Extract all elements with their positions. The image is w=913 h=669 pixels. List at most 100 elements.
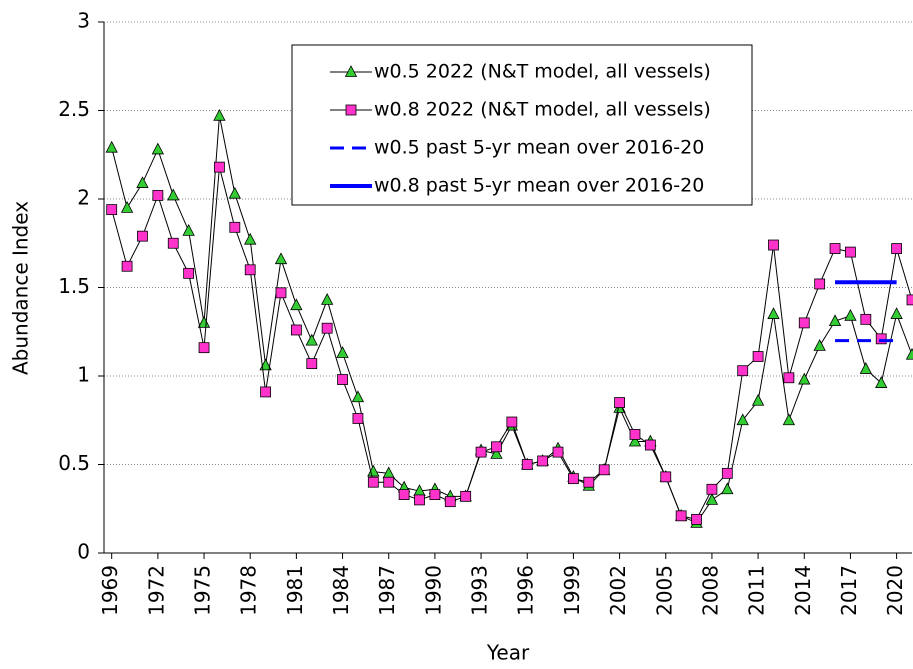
- marker: [598, 464, 610, 476]
- marker: [244, 264, 256, 276]
- marker: [768, 239, 779, 251]
- marker: [321, 322, 333, 334]
- marker: [121, 260, 133, 272]
- marker: [844, 308, 857, 321]
- x-tick-label: 1987: [375, 565, 399, 616]
- marker: [321, 293, 334, 305]
- marker: [706, 483, 718, 495]
- marker: [859, 362, 872, 374]
- legend: w0.5 2022 (N&T model, all vessels) w0.8 2…: [291, 44, 753, 206]
- marker: [891, 243, 903, 254]
- marker: [398, 489, 410, 500]
- x-tick-label: 2002: [606, 565, 630, 616]
- marker: [290, 324, 302, 336]
- marker: [782, 413, 796, 426]
- marker: [290, 298, 303, 311]
- marker: [106, 204, 118, 216]
- marker: [628, 434, 642, 447]
- marker: [814, 278, 826, 290]
- y-tick-label: 2.5: [58, 97, 90, 121]
- x-tick-label: 2017: [837, 565, 861, 616]
- marker: [906, 294, 913, 306]
- marker: [813, 339, 826, 351]
- y-tick-label: 0.5: [58, 451, 90, 475]
- marker: [751, 393, 765, 406]
- y-tick-label: 2: [77, 186, 90, 210]
- marker: [721, 467, 733, 479]
- marker: [875, 333, 887, 345]
- marker: [429, 489, 441, 500]
- marker: [521, 459, 533, 470]
- x-tick-label: 1999: [560, 565, 584, 616]
- marker: [244, 232, 257, 245]
- marker: [274, 252, 288, 265]
- marker: [475, 446, 487, 458]
- marker: [167, 237, 179, 249]
- x-tick-label: 2020: [883, 565, 907, 616]
- legend-marker: [344, 65, 358, 77]
- marker: [337, 374, 348, 385]
- marker: [151, 142, 165, 155]
- x-tick-label: 1996: [514, 565, 538, 616]
- marker: [214, 161, 225, 173]
- marker: [828, 314, 842, 327]
- marker: [229, 221, 241, 233]
- x-tick-label: 1972: [144, 565, 168, 616]
- marker: [444, 496, 456, 508]
- marker: [352, 413, 364, 424]
- x-axis-label: Year: [486, 641, 530, 665]
- legend-label: w0.5 past 5-yr mean over 2016-20: [374, 137, 704, 159]
- marker: [120, 200, 134, 213]
- x-tick-label: 1978: [237, 565, 261, 616]
- marker: [383, 476, 395, 488]
- marker: [644, 439, 656, 451]
- marker: [798, 317, 810, 329]
- marker: [136, 176, 149, 188]
- marker: [167, 188, 180, 201]
- marker: [552, 446, 564, 458]
- x-tick-label: 1981: [283, 565, 307, 616]
- marker: [336, 346, 349, 358]
- marker: [537, 455, 549, 467]
- x-tick-label: 1975: [191, 565, 215, 616]
- y-tick-label: 1: [77, 363, 90, 387]
- marker: [660, 471, 672, 483]
- marker: [490, 447, 503, 459]
- marker: [460, 490, 472, 502]
- x-tick-label: 1990: [421, 565, 445, 616]
- legend-label: w0.5 2022 (N&T model, all vessels): [374, 61, 711, 83]
- legend-label: w0.8 2022 (N&T model, all vessels): [374, 99, 711, 121]
- marker: [351, 390, 365, 403]
- marker: [306, 358, 318, 370]
- marker: [905, 347, 913, 360]
- marker: [305, 333, 318, 346]
- marker: [767, 307, 780, 319]
- marker: [182, 223, 195, 236]
- marker: [414, 494, 425, 506]
- x-tick-label: 2005: [652, 565, 676, 616]
- marker: [691, 513, 702, 525]
- marker: [629, 429, 641, 440]
- marker: [783, 372, 795, 384]
- y-tick-label: 0: [77, 540, 90, 564]
- marker: [228, 186, 241, 199]
- y-tick-label: 1.5: [58, 274, 90, 298]
- marker: [198, 342, 210, 354]
- legend-marker: [345, 104, 357, 116]
- marker: [860, 313, 872, 325]
- marker: [890, 307, 903, 319]
- marker: [137, 230, 148, 242]
- marker: [275, 287, 287, 299]
- marker: [105, 140, 118, 153]
- x-tick-label: 2008: [698, 565, 722, 616]
- marker: [367, 476, 379, 488]
- x-tick-label: 1969: [98, 565, 122, 616]
- marker: [260, 386, 272, 398]
- marker: [752, 351, 764, 362]
- marker: [721, 482, 734, 495]
- marker: [875, 376, 888, 388]
- marker: [506, 416, 518, 428]
- x-tick-label: 1984: [329, 565, 353, 616]
- series-line: [111, 167, 913, 520]
